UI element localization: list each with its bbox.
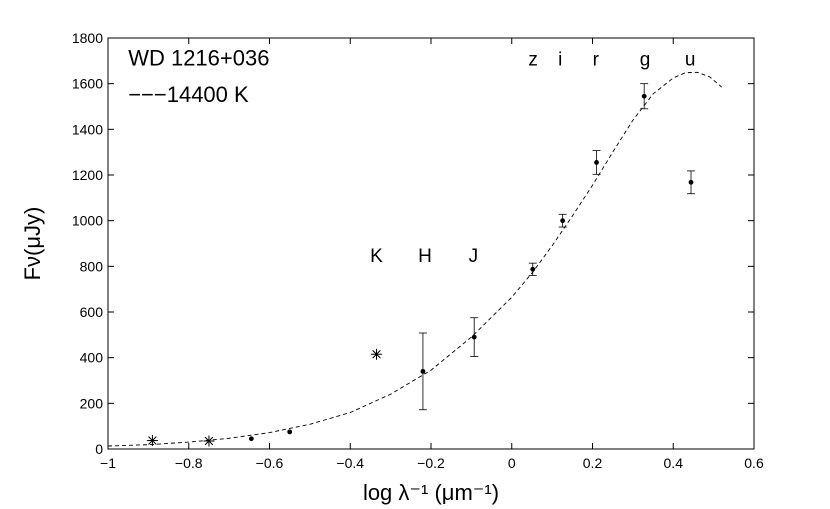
y-tick-label: 1800 [72,30,103,46]
object-name: WD 1216+036 [128,45,269,70]
x-tick-label: −0.2 [417,455,445,471]
y-tick-label: 1000 [72,213,103,229]
asterisk-point [146,435,158,447]
x-tick-label: −0.8 [175,455,203,471]
band-label-r: r [593,49,600,70]
data-point [420,368,426,374]
data-point [560,218,566,224]
x-tick-label: 0 [508,455,516,471]
band-label-K: K [370,246,383,267]
plot-area [107,37,755,450]
x-tick-label: −0.6 [256,455,284,471]
x-tick-label: 0.6 [744,455,764,471]
data-point [287,429,293,435]
data-point [594,160,599,165]
asterisk-stroke [204,436,214,446]
x-tick-label: −1 [100,455,116,471]
x-axis-title: log λ⁻¹ (μm⁻¹) [363,480,499,505]
y-axis-title: Fν(μJy) [20,207,45,281]
model-curve [107,71,722,447]
x-tick-label: −0.4 [336,455,364,471]
asterisk-stroke [372,349,381,359]
x-tick-label: 0.4 [664,455,684,471]
band-label-i: i [558,49,562,70]
y-tick-label: 200 [80,395,104,411]
y-tick-label: 0 [95,441,103,457]
asterisk-point [203,435,215,447]
data-point [641,93,647,99]
data-point [530,266,536,272]
band-label-H: H [418,246,432,267]
band-label-z: z [528,49,538,70]
y-tick-label: 600 [80,304,104,320]
y-tick-label: 400 [80,350,104,366]
band-label-g: g [640,49,651,70]
y-tick-label: 1600 [72,76,103,92]
model-temperature-label: −−−14400 K [128,82,249,107]
data-point [471,334,477,340]
y-tick-label: 1400 [72,121,103,137]
y-tick-label: 800 [80,258,104,274]
asterisk-point [370,348,382,360]
x-tick-label: 0.2 [583,455,603,471]
band-label-u: u [685,49,696,70]
asterisk-stroke [148,436,157,445]
band-label-J: J [469,246,479,267]
data-point [248,436,254,442]
chart-labels: −1 −0.8 −0.6 −0.4 −0.2 0 0.2 0.4 0.6 0 200 400 600 80… [20,30,764,505]
y-tick-label: 1200 [72,167,103,183]
data-point [688,179,694,185]
